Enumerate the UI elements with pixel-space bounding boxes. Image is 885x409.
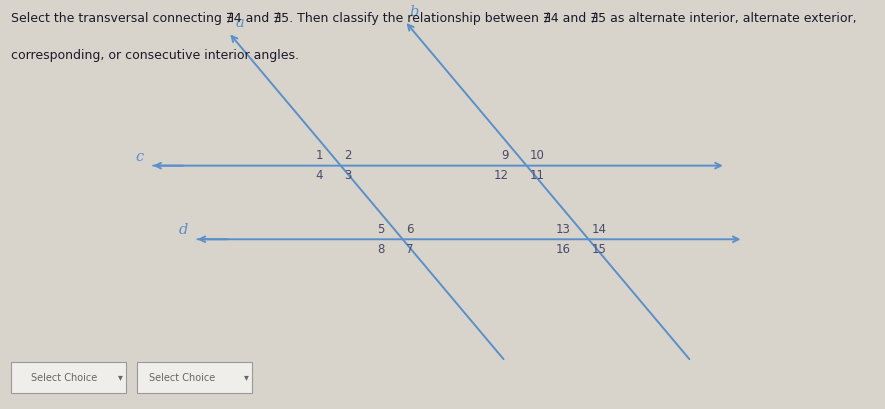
Text: 10: 10	[530, 149, 545, 162]
Text: corresponding, or consecutive interior angles.: corresponding, or consecutive interior a…	[11, 49, 298, 62]
Text: 5: 5	[378, 223, 385, 236]
FancyBboxPatch shape	[137, 362, 252, 393]
Text: 1: 1	[316, 149, 323, 162]
Text: Select the transversal connecting ∄4 and ∄5. Then classify the relationship betw: Select the transversal connecting ∄4 and…	[11, 12, 857, 25]
Text: ▾: ▾	[244, 373, 250, 382]
FancyBboxPatch shape	[11, 362, 126, 393]
Text: 2: 2	[344, 149, 351, 162]
Text: 14: 14	[592, 223, 607, 236]
Text: c: c	[135, 150, 143, 164]
Text: ▾: ▾	[118, 373, 123, 382]
Text: 7: 7	[406, 243, 413, 256]
Text: 13: 13	[556, 223, 571, 236]
Text: 8: 8	[378, 243, 385, 256]
Text: a: a	[235, 16, 244, 30]
Text: Select Choice: Select Choice	[149, 373, 215, 382]
Text: 12: 12	[494, 169, 509, 182]
Text: 6: 6	[406, 223, 413, 236]
Text: Select Choice: Select Choice	[31, 373, 97, 382]
Text: d: d	[178, 223, 188, 237]
Text: 3: 3	[344, 169, 351, 182]
Text: 11: 11	[530, 169, 545, 182]
Text: 9: 9	[502, 149, 509, 162]
Text: 4: 4	[316, 169, 323, 182]
Text: 16: 16	[556, 243, 571, 256]
Text: b: b	[409, 5, 419, 19]
Text: 15: 15	[592, 243, 607, 256]
